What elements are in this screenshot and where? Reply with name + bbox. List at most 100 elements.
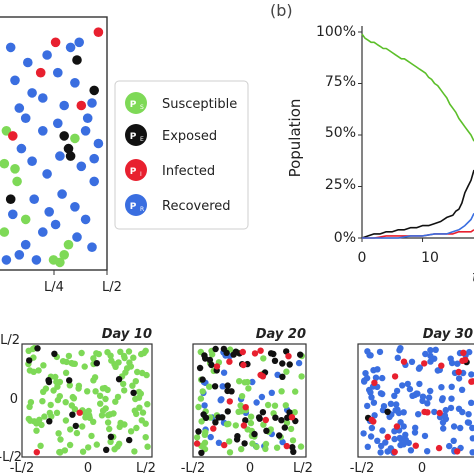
recovered-point xyxy=(219,383,226,390)
susceptible-point xyxy=(79,448,87,455)
susceptible-point xyxy=(226,438,233,445)
susceptible-point xyxy=(289,437,297,444)
recovered-point xyxy=(391,392,398,399)
susceptible-point xyxy=(0,227,10,237)
susceptible-point xyxy=(78,349,85,357)
susceptible-point xyxy=(47,401,54,409)
infected-point xyxy=(240,361,247,369)
susceptible-point xyxy=(70,133,80,144)
susceptible-point xyxy=(127,428,135,435)
recovered-point xyxy=(29,194,39,204)
legend-symbol: P xyxy=(130,132,137,142)
recovered-point xyxy=(361,378,368,385)
exposed-point xyxy=(93,360,101,367)
legend-symbol: P xyxy=(130,167,137,177)
infected-point xyxy=(460,349,467,356)
susceptible-point xyxy=(41,413,48,420)
legend-symbol-sub: I xyxy=(140,171,142,178)
recovered-point xyxy=(387,400,395,407)
recovered-point xyxy=(454,360,461,367)
infected-point xyxy=(8,131,18,141)
susceptible-point xyxy=(111,446,118,453)
susceptible-point xyxy=(55,257,65,268)
susceptible-point xyxy=(131,407,138,414)
infected-point xyxy=(259,373,267,380)
exposed-point xyxy=(241,440,248,447)
recovered-point xyxy=(42,169,52,179)
recovered-point xyxy=(370,399,378,406)
infected-point xyxy=(469,378,474,385)
infected-point xyxy=(371,379,378,386)
recovered-point xyxy=(93,138,104,149)
legend-symbol-sub: S xyxy=(140,104,144,111)
exposed-point xyxy=(224,408,231,415)
susceptible-point xyxy=(114,393,122,401)
infected-point xyxy=(35,67,46,78)
exposed-point xyxy=(283,348,290,355)
susceptible-point xyxy=(232,422,239,429)
legend-label: Infected xyxy=(162,164,215,179)
recovered-point xyxy=(450,437,457,444)
recovered-point xyxy=(20,239,31,250)
recovered-point xyxy=(371,412,378,419)
panel-a-frame xyxy=(0,16,108,271)
recovered-point xyxy=(391,435,398,443)
susceptible-point xyxy=(144,401,151,408)
exposed-point xyxy=(224,387,231,395)
recovered-point xyxy=(376,348,384,356)
exposed-point xyxy=(384,408,391,415)
recovered-point xyxy=(360,430,367,437)
recovered-point xyxy=(434,367,441,374)
exposed-point xyxy=(34,345,41,352)
exposed-point xyxy=(289,444,296,451)
susceptible-point xyxy=(65,352,73,360)
infected-point xyxy=(76,409,83,416)
susceptible-point xyxy=(26,403,33,410)
susceptible-point xyxy=(62,369,70,376)
infected-point xyxy=(454,448,461,455)
susceptible-point xyxy=(241,379,248,386)
panel-day-10: Day 10 L/2 0 -L/2 -L/2 0 L/2 xyxy=(0,327,156,474)
b-axes xyxy=(358,26,474,242)
panel-day-20: Day 20 -L/2 0 L/2 xyxy=(181,327,313,474)
x-tick-label: 0 xyxy=(358,250,367,266)
recovered-point xyxy=(442,406,449,414)
exposed-point xyxy=(271,357,279,364)
recovered-point xyxy=(268,389,275,396)
recovered-point xyxy=(16,143,27,154)
susceptible-point xyxy=(93,441,101,448)
infected-point xyxy=(193,440,201,447)
susceptible-point xyxy=(144,443,151,450)
exposed-point xyxy=(272,414,279,421)
susceptible-point xyxy=(201,439,209,446)
susceptible-point xyxy=(117,348,124,355)
recovered-point xyxy=(377,449,384,456)
susceptible-point xyxy=(10,164,20,174)
recovered-point xyxy=(406,385,414,393)
x-tick-label: -L/2 xyxy=(10,461,35,474)
recovered-point xyxy=(439,395,446,402)
exposed-point xyxy=(130,389,137,396)
y-tick-label: 0% xyxy=(334,230,356,246)
susceptible-point xyxy=(66,382,74,389)
exposed-point xyxy=(211,383,219,390)
recovered-point xyxy=(393,387,401,395)
recovered-point xyxy=(455,405,463,412)
recovered-point xyxy=(76,161,87,172)
susceptible-point xyxy=(125,348,133,355)
recovered-point xyxy=(419,397,426,405)
susceptible-point xyxy=(138,417,145,424)
x-tick-label: 0 xyxy=(84,461,92,474)
recovered-point xyxy=(427,347,434,354)
recovered-point xyxy=(416,380,423,388)
exposed-point xyxy=(46,418,53,425)
panel-a-scatter: L/4 L/2 xyxy=(0,16,122,295)
recovered-point xyxy=(465,411,472,418)
susceptible-point xyxy=(20,214,31,225)
infected-point xyxy=(436,409,443,417)
susceptible-point xyxy=(283,419,291,426)
exposed-point xyxy=(297,351,304,358)
infected-point xyxy=(459,357,466,364)
infected-point xyxy=(221,441,228,449)
recovered-point xyxy=(362,370,369,377)
